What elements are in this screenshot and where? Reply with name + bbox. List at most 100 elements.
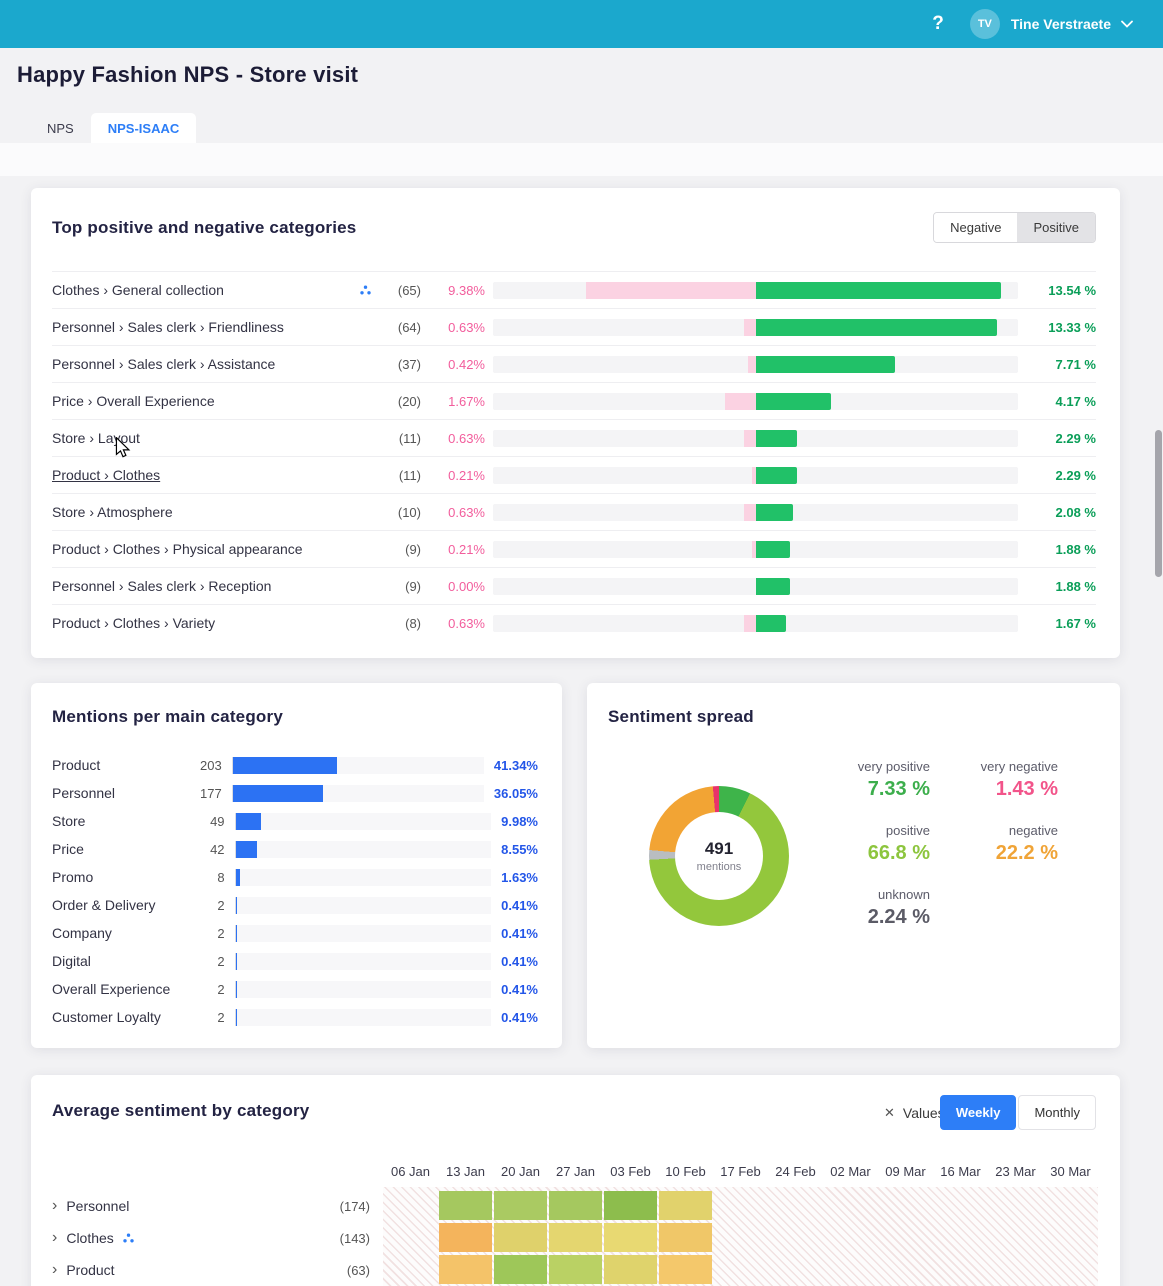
mention-percent: 1.63% [501,869,538,885]
heatmap-cell[interactable] [604,1191,657,1220]
expand-chevron-icon[interactable]: › [52,1197,58,1214]
list-item[interactable]: Overall Experience 2 0.41% [52,975,538,1003]
mention-bar [235,924,237,942]
sentiment-stat-label: positive [885,823,930,838]
positive-toggle-button[interactable]: Positive [1017,213,1095,242]
sentiment-bar [493,392,1018,410]
negative-percent: 0.63% [448,504,485,520]
list-item[interactable]: Company 2 0.41% [52,919,538,947]
negative-toggle-button[interactable]: Negative [934,213,1018,242]
sentiment-stat-label: very positive [857,759,930,774]
mention-percent: 41.34% [493,757,538,773]
values-toggle-button[interactable]: ✕ Values [884,1105,945,1121]
category-label[interactable]: Product › Clothes › Variety [52,615,216,631]
category-label[interactable]: Store › Layout [52,430,140,446]
heatmap-cell[interactable] [659,1191,712,1220]
tab-nps-isaac[interactable]: NPS-ISAAC [90,113,197,143]
table-row[interactable]: Personnel › Sales clerk › Reception (9) … [52,567,1096,604]
heatmap-cell[interactable] [659,1255,712,1284]
list-item[interactable]: Store 49 9.98% [52,807,538,835]
mention-count: (20) [397,393,421,409]
topbar: ? TV Tine Verstraete [0,0,1163,48]
category-label[interactable]: Personnel › Sales clerk › Reception [52,578,272,594]
mention-bar-track [234,980,492,998]
mention-category-label: Company [52,925,112,941]
expand-chevron-icon[interactable]: › [52,1229,58,1246]
help-icon[interactable]: ? [932,13,944,34]
heatmap-cell[interactable] [439,1255,492,1284]
date-tick: 24 Feb [775,1164,816,1179]
list-item[interactable]: Promo 8 1.63% [52,863,538,891]
category-label[interactable]: Product › Clothes › Physical appearance [52,541,303,557]
heatmap-cell[interactable] [549,1191,602,1220]
category-label[interactable]: Product › Clothes [52,467,161,483]
category-label[interactable]: Clothes › General collection [52,282,371,298]
heatmap-cell[interactable] [439,1191,492,1220]
heatmap-cell[interactable] [494,1255,547,1284]
mention-category-label: Product [52,757,101,773]
mention-category-label: Personnel [52,785,116,801]
sentiment-stat-label: negative [1008,823,1058,838]
category-label[interactable]: Personnel › Sales clerk › Friendliness [52,319,284,335]
table-row[interactable]: Product › Clothes › Physical appearance … [52,530,1096,567]
mention-category-label: Digital [52,953,91,969]
list-item[interactable]: Order & Delivery 2 0.41% [52,891,538,919]
tab-bar: NPS NPS-ISAAC [30,113,197,143]
mention-category-label: Promo [52,869,94,885]
table-row[interactable]: Clothes › General collection (65) 9.38% … [52,271,1096,308]
heatmap-cell[interactable] [604,1255,657,1284]
weekly-button[interactable]: Weekly [939,1095,1017,1130]
list-item[interactable]: Price 42 8.55% [52,835,538,863]
heatmap-cell[interactable] [494,1223,547,1252]
user-name[interactable]: Tine Verstraete [1010,16,1111,32]
chevron-down-icon[interactable] [1121,20,1133,28]
heatmap-cell[interactable] [604,1223,657,1252]
mention-count: (9) [405,541,421,557]
positive-bar [755,466,797,484]
heatmap-cell[interactable] [659,1223,712,1252]
heatmap-row-label[interactable]: › Personnel (174) [52,1190,383,1222]
sentiment-donut-chart[interactable]: 491 mentions [649,786,789,926]
list-item[interactable]: Customer Loyalty 2 0.41% [52,1003,538,1031]
positive-percent: 13.33 % [1048,319,1096,335]
top-categories-title: Top positive and negative categories [52,217,357,237]
table-row[interactable]: Product › Clothes (11) 0.21% 2.29 % [52,456,1096,493]
avatar[interactable]: TV [969,9,1000,39]
list-item[interactable]: Digital 2 0.41% [52,947,538,975]
heatmap-category-label: Product [66,1262,115,1278]
date-tick: 23 Mar [995,1164,1036,1179]
category-label[interactable]: Store › Atmosphere [52,504,173,520]
category-label[interactable]: Personnel › Sales clerk › Assistance [52,356,276,372]
table-row[interactable]: Product › Clothes › Variety (8) 0.63% 1.… [52,604,1096,641]
expand-chevron-icon[interactable]: › [52,1261,58,1278]
list-item[interactable]: Personnel 177 36.05% [52,779,538,807]
heatmap-cell[interactable] [494,1191,547,1220]
negative-bar [747,355,756,373]
negative-percent: 0.21% [448,467,485,483]
mention-bar [235,1008,237,1026]
category-label[interactable]: Price › Overall Experience [52,393,215,409]
heatmap-row-label[interactable]: › Clothes (143) [52,1222,383,1254]
negative-percent: 0.42% [448,356,485,372]
table-row[interactable]: Personnel › Sales clerk › Assistance (37… [52,345,1096,382]
date-tick: 02 Mar [830,1164,871,1179]
mention-bar [232,756,337,774]
table-row[interactable]: Price › Overall Experience (20) 1.67% 4.… [52,382,1096,419]
top-categories-card: Top positive and negative categories Neg… [31,188,1120,658]
mention-count: 203 [200,757,222,773]
scrollbar-thumb[interactable] [1155,430,1162,577]
table-row[interactable]: Store › Atmosphere (10) 0.63% 2.08 % [52,493,1096,530]
table-row[interactable]: Personnel › Sales clerk › Friendliness (… [52,308,1096,345]
tab-nps[interactable]: NPS [47,120,74,136]
total-mentions-label: mentions [696,861,742,873]
monthly-button[interactable]: Monthly [1018,1095,1096,1130]
list-item[interactable]: Product 203 41.34% [52,751,538,779]
heatmap-row-label[interactable]: › Product (63) [52,1254,383,1286]
category-tree-icon [123,1233,134,1243]
negative-bar [751,540,756,558]
table-row[interactable]: Store › Layout (11) 0.63% 2.29 % [52,419,1096,456]
heatmap-cell[interactable] [549,1255,602,1284]
heatmap-cell[interactable] [439,1223,492,1252]
negative-bar [751,466,756,484]
heatmap-cell[interactable] [549,1223,602,1252]
